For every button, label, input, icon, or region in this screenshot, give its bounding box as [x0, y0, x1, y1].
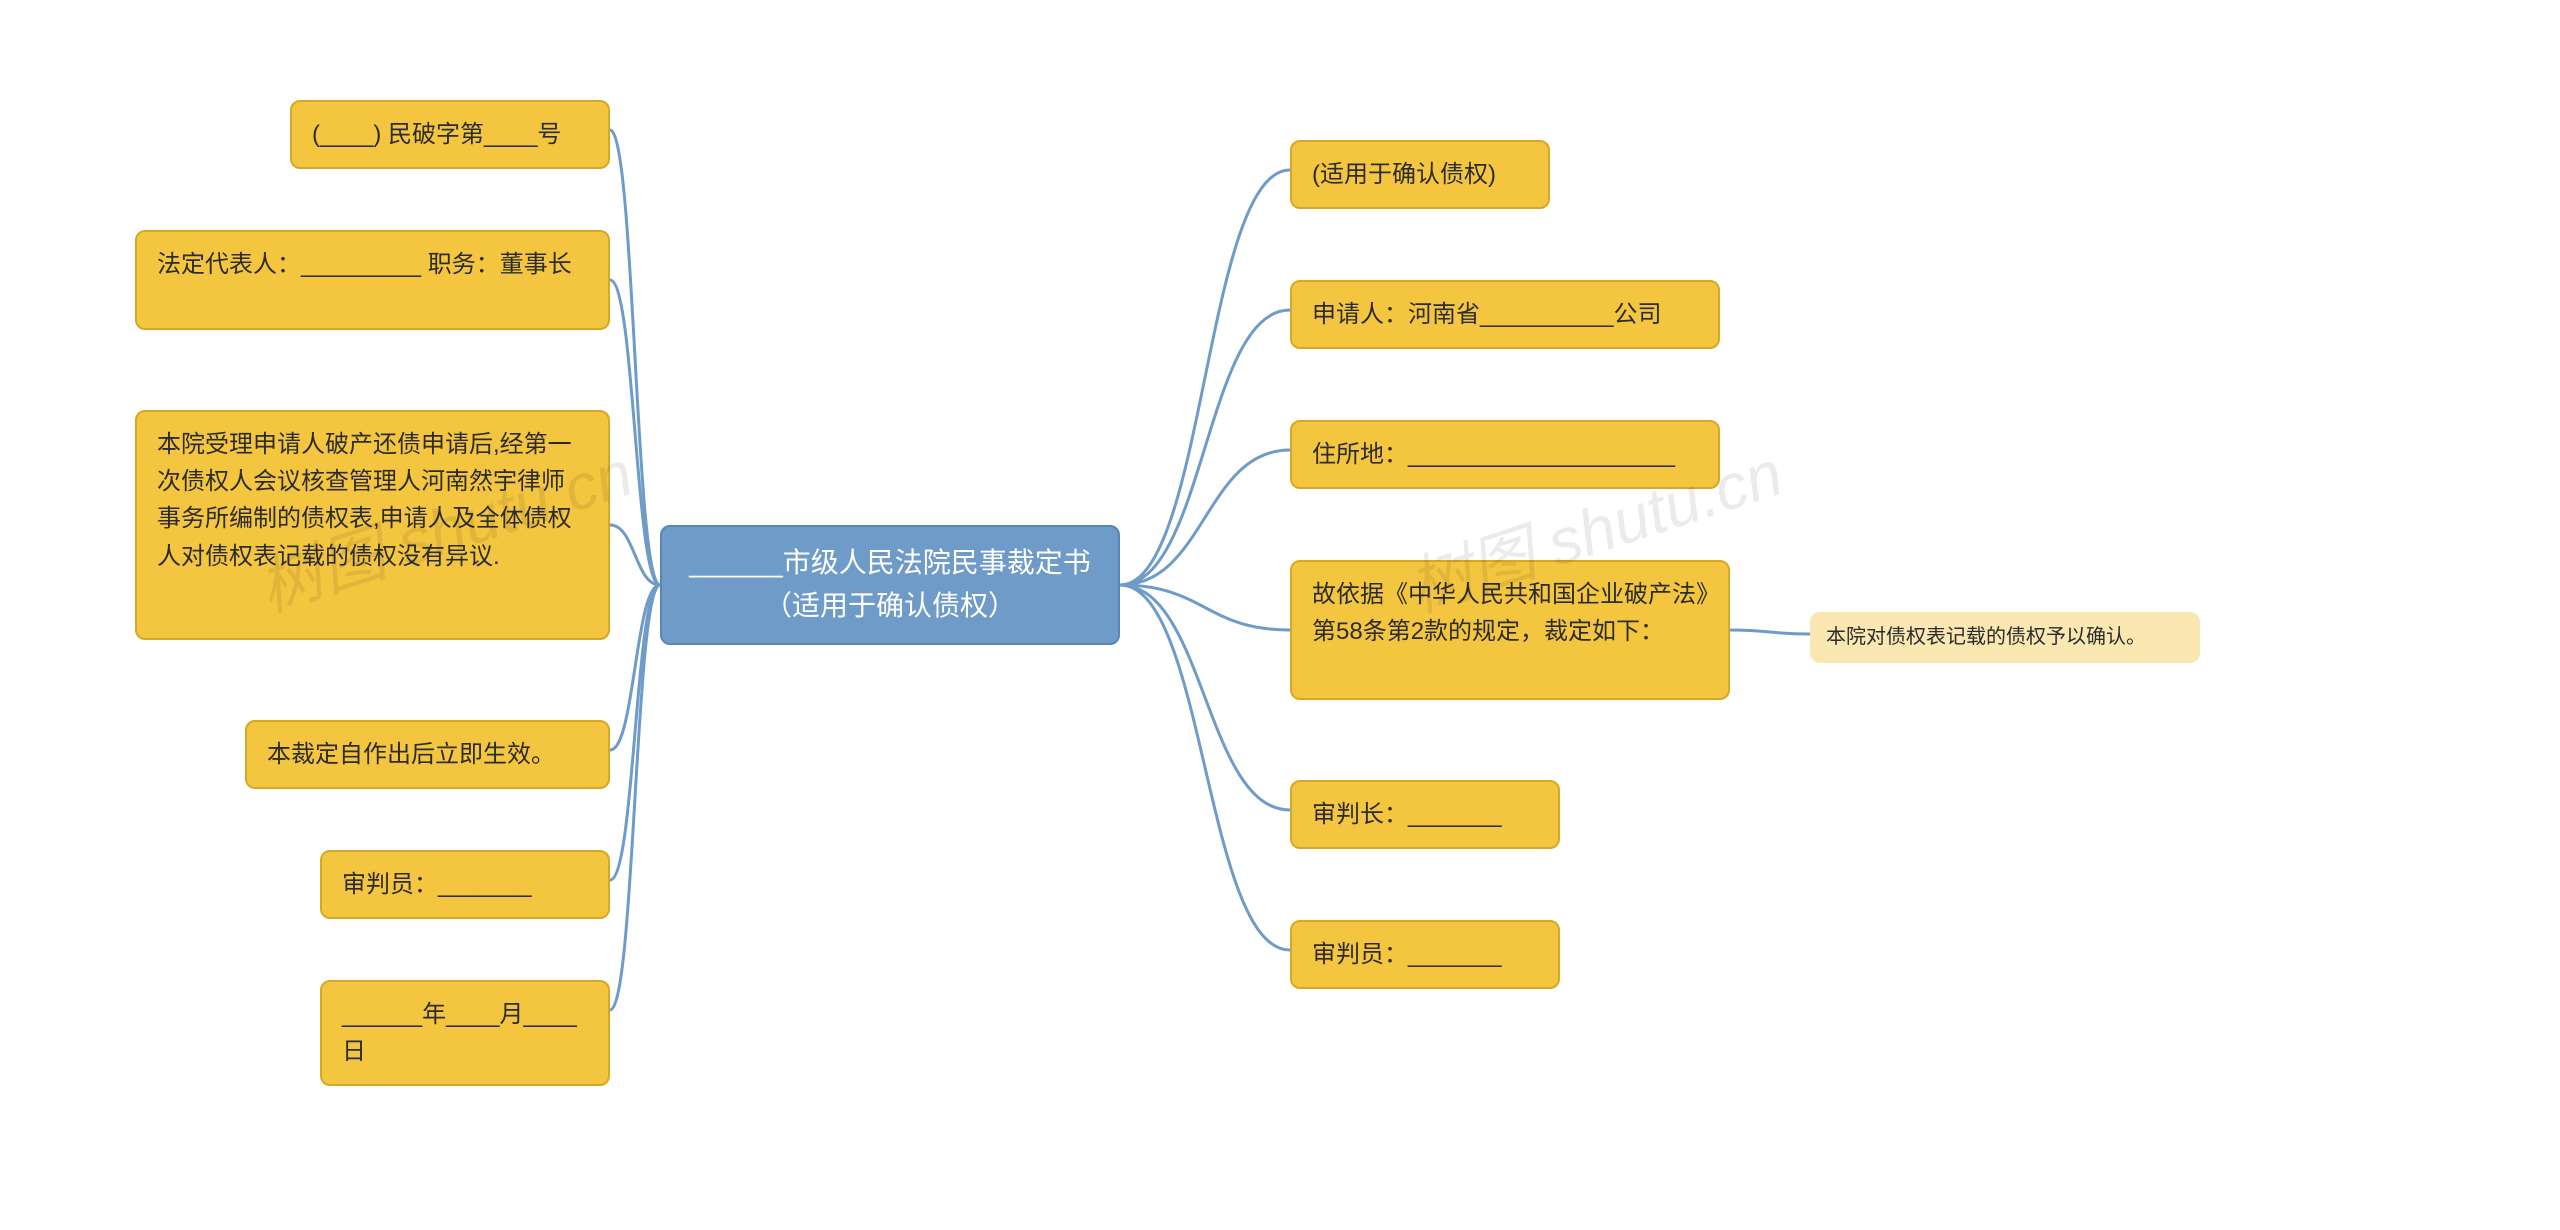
right-branch-4: 故依据《中华人民共和国企业破产法》第58条第2款的规定，裁定如下：: [1290, 560, 1730, 700]
left-branch-3: 本院受理申请人破产还债申请后,经第一次债权人会议核查管理人河南然宇律师事务所编制…: [135, 410, 610, 640]
left-branch-5: 审判员：_______: [320, 850, 610, 919]
right-branch-4-child-1: 本院对债权表记载的债权予以确认。: [1810, 612, 2200, 663]
right-branch-2: 申请人：河南省__________公司: [1290, 280, 1720, 349]
right-branch-6: 审判员：_______: [1290, 920, 1560, 989]
left-branch-2: 法定代表人：_________ 职务：董事长: [135, 230, 610, 330]
right-branch-3: 住所地：____________________: [1290, 420, 1720, 489]
root-node: ______市级人民法院民事裁定书（适用于确认债权）: [660, 525, 1120, 645]
right-branch-5: 审判长：_______: [1290, 780, 1560, 849]
right-branch-1: (适用于确认债权): [1290, 140, 1550, 209]
left-branch-1: (____) 民破字第____号: [290, 100, 610, 169]
left-branch-4: 本裁定自作出后立即生效。: [245, 720, 610, 789]
left-branch-6: ______年____月____日: [320, 980, 610, 1086]
